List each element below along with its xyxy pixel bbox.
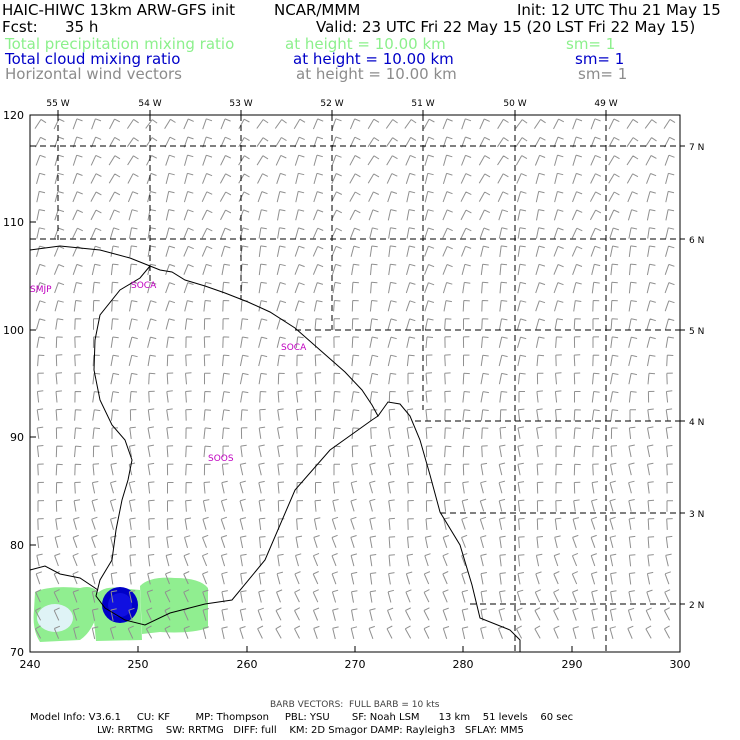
x-tick: 270 (345, 658, 366, 671)
station-soos: SOOS (208, 454, 234, 464)
org-label: NCAR/MMM (274, 1, 361, 19)
barb-note: BARB VECTORS: FULL BARB = 10 kts (270, 700, 440, 710)
lon-label: 50 W (503, 99, 526, 109)
y-tick: 80 (10, 539, 24, 552)
lat-label: 3 N (689, 510, 704, 520)
cloud-fill (102, 587, 138, 623)
model-title: HAIC-HIWC 13km ARW-GFS init (2, 1, 236, 19)
latlon-grid (30, 115, 680, 652)
plot-frame (29, 114, 681, 653)
lat-labels: 7 N 6 N 5 N 4 N 3 N 2 N (689, 143, 704, 611)
y-tick: 120 (3, 109, 24, 122)
lon-label: 52 W (320, 99, 343, 109)
fcst-value: 35 h (65, 18, 99, 36)
field-wind-height: at height = 10.00 km (296, 65, 457, 83)
field-cloud-height: at height = 10.00 km (293, 50, 454, 68)
lon-labels: 55 W 54 W 53 W 52 W 51 W 50 W 49 W (46, 99, 617, 109)
x-tick: 240 (20, 658, 41, 671)
x-tick: 260 (237, 658, 258, 671)
lon-label: 54 W (138, 99, 161, 109)
field-wind-sm: sm= 1 (578, 65, 628, 83)
precip-light-fill (37, 604, 73, 632)
model-info-line1: Model Info: V3.6.1 CU: KF MP: Thompson P… (30, 712, 574, 723)
station-smjp: SMJP (30, 285, 52, 295)
wind-barbs (34, 118, 676, 640)
axis-ticks (29, 110, 685, 653)
y-tick: 90 (10, 431, 24, 444)
field-precip-height: at height = 10.00 km (285, 35, 446, 53)
init-time: Init: 12 UTC Thu 21 May 15 (517, 1, 721, 19)
map-panel: 240 250 260 270 280 290 300 70 80 90 100… (3, 99, 704, 671)
lat-label: 2 N (689, 601, 704, 611)
lon-label: 55 W (46, 99, 69, 109)
coastline (29, 245, 521, 652)
station-labels: SMJP SOCA SOCA SOOS (30, 281, 307, 464)
field-precip-name: Total precipitation mixing ratio (5, 35, 235, 53)
field-precip-sm: sm= 1 (566, 35, 616, 53)
x-tick: 280 (453, 658, 474, 671)
field-wind-name: Horizontal wind vectors (5, 65, 182, 83)
y-tick: 70 (10, 646, 24, 659)
x-tick-labels: 240 250 260 270 280 290 300 (20, 658, 691, 671)
lat-label: 4 N (689, 418, 704, 428)
field-cloud-name: Total cloud mixing ratio (5, 50, 181, 68)
x-tick: 290 (562, 658, 583, 671)
lat-label: 7 N (689, 143, 704, 153)
lon-label: 53 W (229, 99, 252, 109)
lat-label: 6 N (689, 236, 704, 246)
lon-label: 49 W (594, 99, 617, 109)
model-info-line2: LW: RRTMG SW: RRTMG DIFF: full KM: 2D Sm… (97, 725, 524, 736)
wind-barb-path (34, 118, 676, 640)
valid-time: Valid: 23 UTC Fri 22 May 15 (20 LST Fri … (316, 18, 696, 36)
station-soca-2: SOCA (281, 343, 307, 353)
lat-label: 5 N (689, 327, 704, 337)
y-tick: 110 (3, 216, 24, 229)
fcst-label: Fcst: (2, 18, 38, 36)
y-tick-labels: 70 80 90 100 110 120 (3, 109, 24, 659)
x-tick: 300 (670, 658, 691, 671)
station-soca-1: SOCA (131, 281, 157, 291)
y-tick: 100 (3, 324, 24, 337)
lon-label: 51 W (411, 99, 434, 109)
field-cloud-sm: sm= 1 (575, 50, 625, 68)
x-tick: 250 (128, 658, 149, 671)
